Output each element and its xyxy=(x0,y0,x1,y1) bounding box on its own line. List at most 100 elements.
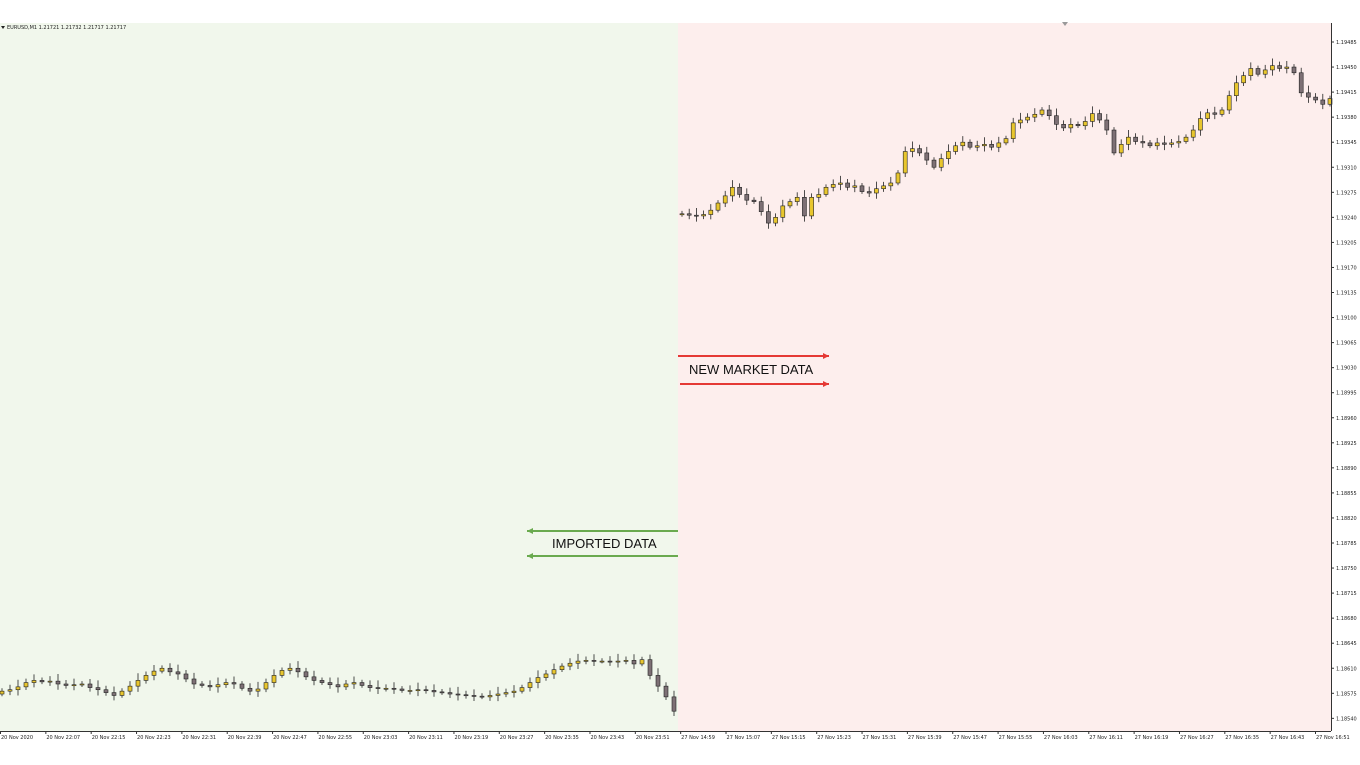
bear-candle-body xyxy=(247,687,253,692)
candle xyxy=(31,674,37,688)
bull-candle-body xyxy=(383,687,389,690)
candle xyxy=(151,665,157,681)
candle xyxy=(671,690,677,717)
candle xyxy=(1111,127,1117,156)
bull-candle-body xyxy=(1025,116,1030,121)
candle xyxy=(838,175,843,191)
candle xyxy=(931,157,937,170)
bear-candle-body xyxy=(655,675,661,687)
candle xyxy=(447,687,453,699)
candle xyxy=(1054,108,1059,131)
candle xyxy=(780,199,786,223)
bull-candle-body xyxy=(974,145,980,148)
candle xyxy=(1190,125,1196,142)
candle xyxy=(455,686,461,701)
bull-candle-body xyxy=(722,195,728,204)
bull-candle-body xyxy=(852,185,858,188)
time-tick-label: 27 Nov 15:47 xyxy=(953,735,987,741)
bull-candle-body xyxy=(895,172,901,184)
time-tick-label: 20 Nov 23:43 xyxy=(590,735,624,741)
candle xyxy=(351,676,357,689)
price-tick-label: 1.18785 xyxy=(1336,541,1357,547)
bull-candle-body xyxy=(559,665,565,670)
symbol-header: EURUSD,M1 1.21721 1.21732 1.21717 1.2171… xyxy=(7,25,126,31)
candle xyxy=(159,665,165,674)
candle xyxy=(311,670,317,686)
candle xyxy=(111,686,117,701)
candle xyxy=(439,689,445,695)
time-tick-label: 20 Nov 22:47 xyxy=(273,735,307,741)
bull-candle-body xyxy=(902,151,908,174)
bull-candle-body xyxy=(407,690,413,692)
scroll-marker-icon[interactable] xyxy=(1062,22,1068,26)
candle xyxy=(960,136,966,151)
candle xyxy=(766,204,771,229)
bear-candle-body xyxy=(295,667,301,673)
candle xyxy=(335,677,341,693)
time-scale: 20 Nov 2020 20 Nov 22:07 20 Nov 22:15 20 No… xyxy=(0,731,1350,741)
bull-candle-body xyxy=(511,690,517,693)
bear-candle-body xyxy=(423,689,429,692)
candle xyxy=(543,670,549,681)
price-tick-label: 1.19310 xyxy=(1336,165,1357,171)
candle xyxy=(1097,109,1102,124)
price-tick-label: 1.18575 xyxy=(1336,691,1357,697)
candle xyxy=(758,196,764,216)
bear-candle-body xyxy=(439,691,445,694)
candle xyxy=(231,676,237,689)
bull-candle-body xyxy=(47,680,53,683)
time-tick-label: 27 Nov 16:19 xyxy=(1135,735,1169,741)
time-tick-label: 27 Nov 16:03 xyxy=(1044,735,1078,741)
bear-candle-body xyxy=(111,692,117,696)
candle xyxy=(287,663,293,675)
bear-candle-body xyxy=(1111,129,1117,154)
candle xyxy=(431,684,437,697)
candle xyxy=(375,680,381,695)
candle xyxy=(996,136,1002,153)
time-tick-label: 27 Nov 15:23 xyxy=(817,735,851,741)
candle xyxy=(902,146,908,177)
symbol-menu-icon[interactable] xyxy=(1,26,5,29)
candle xyxy=(845,179,850,191)
candle xyxy=(1320,93,1326,110)
bear-candle-body xyxy=(758,201,764,212)
candle xyxy=(399,686,405,693)
candle xyxy=(583,656,589,665)
bull-candle-body xyxy=(1284,66,1290,69)
bull-candle-body xyxy=(874,188,879,194)
bull-candle-body xyxy=(830,184,836,188)
candle xyxy=(1169,138,1174,148)
time-tick-label: 20 Nov 23:11 xyxy=(409,735,443,741)
candle xyxy=(39,677,45,685)
candle xyxy=(1075,121,1081,129)
candle xyxy=(946,144,951,165)
candle xyxy=(503,688,509,698)
bear-candle-body xyxy=(1133,136,1138,142)
bull-candle-body xyxy=(881,185,886,190)
bull-candle-body xyxy=(31,680,37,683)
bull-candle-body xyxy=(823,186,829,195)
candle xyxy=(271,669,277,688)
bear-candle-body xyxy=(859,185,865,192)
time-tick-label: 20 Nov 23:35 xyxy=(545,735,579,741)
bear-candle-body xyxy=(191,678,197,685)
candle xyxy=(655,668,661,692)
candle xyxy=(1133,133,1138,145)
candle xyxy=(495,686,501,702)
bull-candle-body xyxy=(1010,122,1016,139)
bull-candle-body xyxy=(215,684,221,688)
candle xyxy=(1126,130,1131,151)
bull-candle-body xyxy=(701,214,706,217)
time-tick-label: 20 Nov 22:15 xyxy=(92,735,126,741)
bull-candle-body xyxy=(1068,124,1074,129)
candle xyxy=(319,677,325,685)
bear-candle-body xyxy=(917,148,922,154)
bull-candle-body xyxy=(1154,142,1160,147)
bear-candle-body xyxy=(1306,92,1311,98)
candle xyxy=(623,656,629,665)
bear-candle-body xyxy=(399,688,405,691)
candle xyxy=(751,197,757,204)
bear-candle-body xyxy=(359,682,365,686)
bear-candle-body xyxy=(231,682,237,685)
time-tick-label: 20 Nov 22:07 xyxy=(46,735,80,741)
